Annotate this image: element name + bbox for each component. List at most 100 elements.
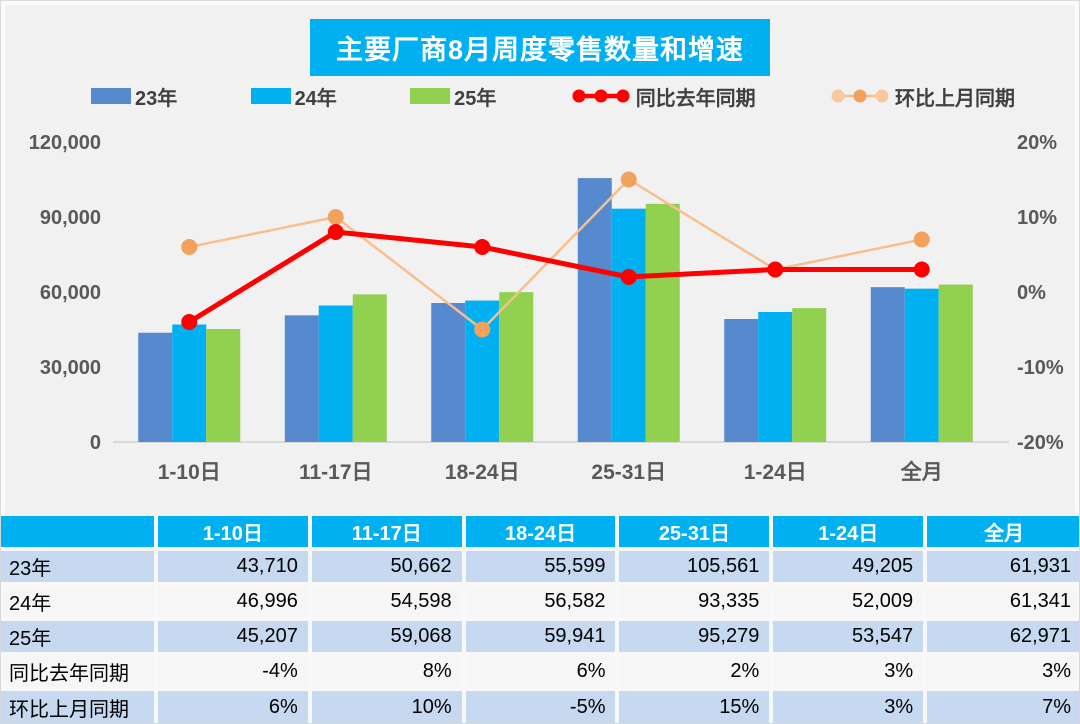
bar [284,315,319,442]
chart-canvas: 120,000 90,000 60,000 30,000 0 20% 10% 0% -10% -2… [29,132,1064,484]
table-cell: 7% [927,691,1079,723]
legend-label: 环比上月同期 [895,87,1015,110]
line-path [188,177,923,332]
y-left-tick: 90,000 [40,207,101,229]
bar [724,318,759,442]
x-category-label: 1-24日 [744,461,807,484]
table-header-row: 1-10日 11-17日 18-24日 25-31日 1-24日 全月 [1,516,1079,551]
table-row: 同比去年同期 -4% 8% 6% 2% 3% 3% [1,656,1079,691]
table-cell: 3% [773,656,928,691]
legend-bar-swatch [250,88,291,104]
table-cell: 49,205 [773,551,928,586]
legend-item-2: 25年 [410,82,496,111]
table-cell: -4% [158,656,312,691]
axis-ticks: 120,000 90,000 60,000 30,000 0 20% 10% 0% -10% -2… [29,132,1064,454]
table-cell: 54,598 [311,586,466,621]
table-cell: 3% [927,656,1079,691]
data-point [620,269,637,285]
table-cell: 3% [773,691,928,723]
bar [431,303,466,442]
bar-series-23年 [138,178,905,442]
table-row: 25年 45,207 59,068 59,941 95,279 53,547 62,971 [1,621,1079,656]
table-cell: 15% [619,691,774,723]
column-header: 1-24日 [773,516,928,551]
data-point [913,231,930,248]
table-cell: 6% [465,656,620,691]
bar [870,287,905,442]
table-cell: 43,710 [158,551,312,586]
column-header [1,516,158,551]
chart-title: 主要厂商8月周度零售数量和增速 [309,19,771,76]
column-header: 全月 [927,516,1079,551]
column-header: 11-17日 [311,516,466,551]
bar [499,292,534,442]
bar-series-24年 [172,208,939,442]
legend-label: 24年 [294,87,337,110]
table-cell: 53,547 [773,621,928,656]
x-category-label: 25-31日 [591,461,666,484]
row-label: 环比上月同期 [1,691,158,723]
table-cell: 61,931 [927,551,1079,586]
y-right-tick: 20% [1017,132,1057,154]
bar [138,332,173,442]
bar-series-25年 [206,203,973,442]
legend-bar-swatch [91,88,131,104]
table-cell: 10% [311,691,466,723]
table-cell: 61,341 [927,586,1079,621]
bar [206,328,241,442]
data-point [474,239,491,255]
x-axis-labels: 1-10日 11-17日 18-24日 25-31日 1-24日 全月 [158,460,943,484]
y-right-tick: 0% [1017,282,1046,304]
y-right-tick: -10% [1017,357,1064,379]
data-point [181,314,198,330]
y-left-tick: 30,000 [40,357,101,379]
legend-line-swatch [572,89,630,103]
bar [611,208,646,442]
bar [904,288,939,442]
y-left-tick: 60,000 [40,282,101,304]
legend-label: 25年 [454,87,497,110]
bar [577,178,612,442]
column-header: 18-24日 [465,516,620,551]
legend-item-0: 23年 [91,82,177,111]
x-category-label: 1-10日 [158,461,221,484]
table-row: 环比上月同期 6% 10% -5% 15% 3% 7% [1,691,1079,723]
table-cell: -5% [465,691,620,723]
bar [792,308,827,442]
table-cell: 45,207 [158,621,312,656]
table-cell: 105,561 [619,551,774,586]
table-cell: 8% [311,656,466,691]
legend-item-1: 24年 [250,82,337,111]
table-cell: 59,941 [465,621,620,656]
table-row: 24年 46,996 54,598 56,582 93,335 52,009 61,341 [1,586,1079,621]
bar [172,324,207,442]
table-cell: 95,279 [619,621,774,656]
bar [318,305,353,442]
bar [352,294,387,442]
table-cell: 56,582 [465,586,620,621]
legend-label: 同比去年同期 [635,87,756,110]
table-cell: 46,996 [158,586,312,621]
y-left-tick: 120,000 [29,132,101,154]
table-cell: 2% [619,656,774,691]
row-label: 24年 [1,586,158,621]
x-category-label: 18-24日 [445,461,520,484]
table-body: 23年 43,710 50,662 55,599 105,561 49,205 61,931… [1,551,1079,723]
table-cell: 62,971 [927,621,1079,656]
column-header: 25-31日 [619,516,774,551]
data-table: 1-10日 11-17日 18-24日 25-31日 1-24日 全月 23年 43,710… [1,516,1079,723]
y-right-tick: -20% [1017,432,1064,454]
table-cell: 59,068 [311,621,466,656]
column-header: 1-10日 [158,516,312,551]
legend-line-swatch [831,89,889,103]
row-label: 23年 [1,551,158,586]
data-point [767,261,784,278]
legend-bar-swatch [410,88,451,104]
bar [758,311,793,442]
line-series-环比上月同期 [181,171,930,338]
x-category-label: 11-17日 [299,461,373,484]
legend-item-4: 环比上月同期 [829,82,1015,111]
line-series-同比去年同期 [181,224,930,330]
data-point [913,261,930,278]
data-point [474,321,491,338]
